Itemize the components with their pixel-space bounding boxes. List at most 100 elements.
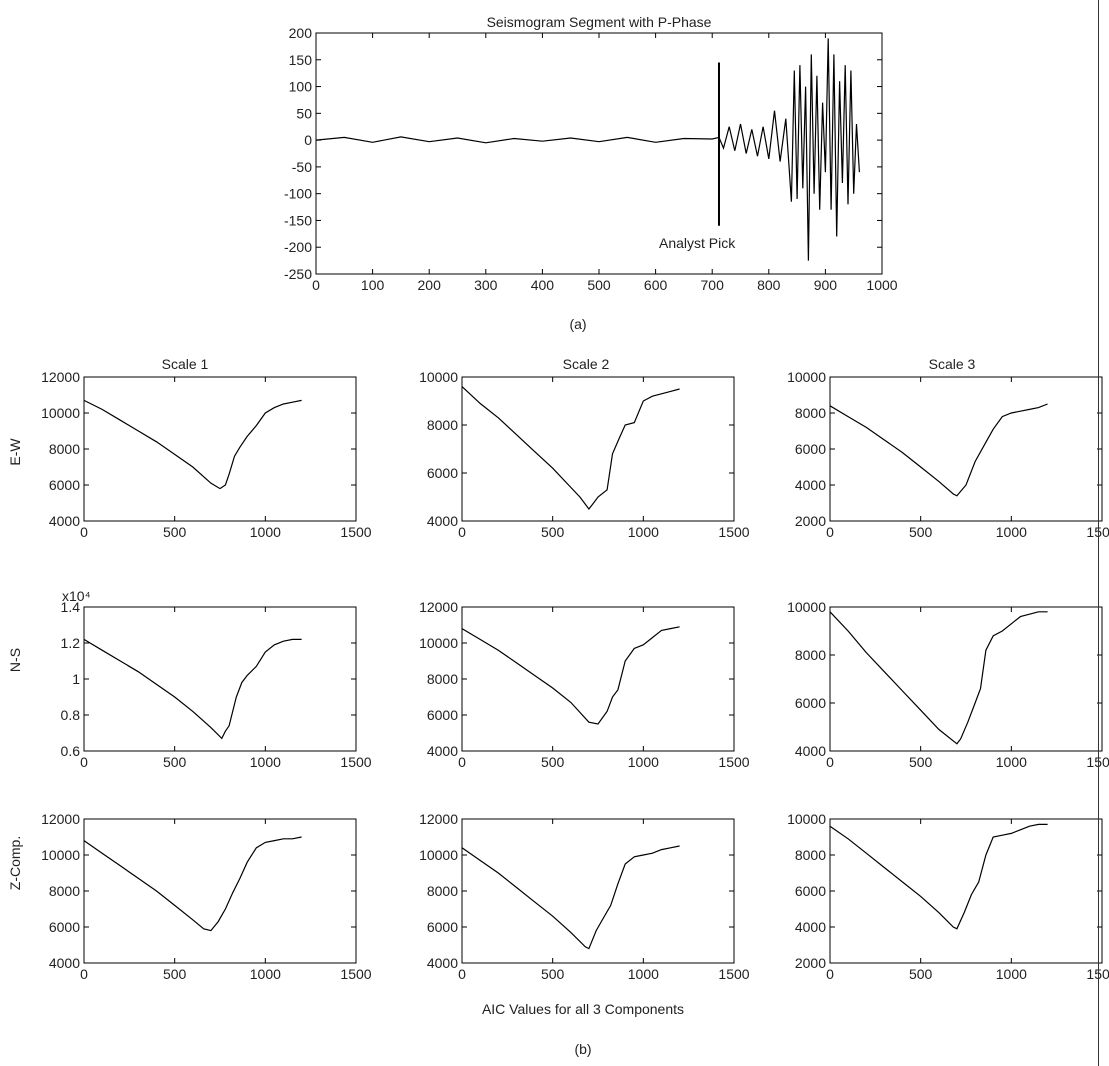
y-tick-label: 8000: [795, 405, 826, 421]
y-tick-label: 2000: [795, 955, 826, 971]
x-tick-label: 0: [458, 754, 466, 770]
x-tick-label: 1000: [996, 524, 1027, 540]
chart-seismogram: 0 100 200 300 400 500 600 700 800 900 1000-250-200…: [284, 14, 898, 293]
x-tick-label: 0: [458, 524, 466, 540]
series-line: [83, 836, 302, 932]
col-title-scale-1: Scale 1: [162, 356, 209, 372]
y-tick-label: 8000: [49, 441, 80, 457]
chart-z-scale3: 0 500 1000 1500 2000 4000 6000 8000 10000: [787, 811, 1109, 982]
y-tick-label: 0.6: [61, 743, 81, 759]
y-tick-label: 0: [304, 132, 312, 148]
x-tick-label: 500: [909, 524, 933, 540]
y-tick-label: 4000: [427, 513, 458, 529]
y-tick-label: 8000: [795, 847, 826, 863]
y-tick-label: 200: [289, 25, 313, 41]
plot-frame: [461, 818, 735, 964]
analyst-pick-label: Analyst Pick: [659, 235, 736, 251]
col-title-scale-3: Scale 3: [929, 356, 976, 372]
x-tick-label: 1500: [1086, 754, 1109, 770]
chart-ew-scale2: 0 500 1000 1500 4000 6000 8000 10000: [419, 369, 750, 540]
x-tick-label: 0: [826, 524, 834, 540]
y-tick-label: 10000: [419, 369, 458, 385]
x-tick-label: 1000: [628, 966, 659, 982]
caption-a: (a): [569, 316, 586, 332]
series-line: [315, 38, 860, 261]
chart-ew-scale1: 0 500 1000 1500 4000 6000 8000 10000 12000: [41, 369, 372, 540]
x-tick-label: 1000: [628, 524, 659, 540]
x-tick-label: 100: [361, 277, 385, 293]
x-tick-label: 1000: [866, 277, 897, 293]
y-tick-label: 8000: [427, 883, 458, 899]
chart-z-scale2: 0 500 1000 1500 4000 6000 8000 10000 12000: [419, 811, 750, 982]
x-tick-label: 1500: [718, 524, 749, 540]
y-tick-label: 150: [289, 52, 313, 68]
series-line: [461, 386, 680, 510]
chart-z-scale1: 0 500 1000 1500 4000 6000 8000 10000 12000: [41, 811, 372, 982]
x-tick-label: 600: [644, 277, 668, 293]
plot-frame: [315, 32, 883, 275]
y-tick-label: 8000: [795, 647, 826, 663]
plot-frame: [829, 376, 1103, 522]
y-tick-label: 1: [72, 671, 80, 687]
x-tick-label: 300: [474, 277, 498, 293]
x-tick-label: 500: [909, 754, 933, 770]
x-tick-label: 0: [80, 754, 88, 770]
y-tick-label: 6000: [795, 883, 826, 899]
y-tick-label: 1.4: [61, 599, 81, 615]
plot-frame: [83, 606, 357, 752]
x-tick-label: 500: [163, 966, 187, 982]
x-tick-label: 0: [80, 524, 88, 540]
x-tick-label: 1500: [340, 524, 371, 540]
y-tick-label: 10000: [787, 811, 826, 827]
y-tick-label: 10000: [787, 599, 826, 615]
y-tick-label: 0.8: [61, 707, 81, 723]
y-tick-label: 4000: [427, 743, 458, 759]
chart-ew-scale3: 0 500 1000 1500 2000 4000 6000 8000 10000: [787, 369, 1109, 540]
bottom-label: AIC Values for all 3 Components: [482, 1001, 684, 1017]
plot-frame: [461, 606, 735, 752]
chart-ns-scale3: 0 500 1000 1500 4000 6000 8000 10000: [787, 599, 1109, 770]
plot-frame: [829, 606, 1103, 752]
y-tick-label: 12000: [41, 811, 80, 827]
chart-title: Seismogram Segment with P-Phase: [487, 14, 712, 30]
y-tick-label: 8000: [427, 671, 458, 687]
x-tick-label: 500: [541, 754, 565, 770]
x-tick-label: 0: [826, 966, 834, 982]
x-tick-label: 900: [814, 277, 838, 293]
y-tick-label: 10000: [787, 369, 826, 385]
series-line: [83, 399, 302, 490]
y-multiplier-label: x10⁴: [62, 588, 91, 604]
y-tick-label: -100: [284, 186, 312, 202]
x-tick-label: 1500: [340, 754, 371, 770]
x-tick-label: 1000: [250, 754, 281, 770]
y-tick-label: 10000: [419, 635, 458, 651]
y-tick-label: 6000: [427, 465, 458, 481]
caption-b: (b): [574, 1041, 591, 1057]
y-tick-label: 6000: [49, 477, 80, 493]
x-tick-label: 500: [541, 524, 565, 540]
y-tick-label: 10000: [419, 847, 458, 863]
x-tick-label: 400: [531, 277, 555, 293]
x-tick-label: 1500: [718, 966, 749, 982]
y-tick-label: -150: [284, 212, 312, 228]
row-label-z: Z-Comp.: [7, 836, 23, 890]
y-tick-label: 4000: [49, 513, 80, 529]
series-line: [829, 403, 1048, 497]
y-tick-label: 6000: [427, 707, 458, 723]
seismogram-chart: 0 100 200 300 400 500 600 700 800 900 1000-250-200…: [284, 14, 898, 293]
x-tick-label: 1000: [628, 754, 659, 770]
x-tick-label: 1500: [1086, 966, 1109, 982]
x-tick-label: 500: [163, 524, 187, 540]
y-tick-label: 4000: [795, 743, 826, 759]
y-tick-label: 4000: [795, 477, 826, 493]
y-tick-label: 12000: [41, 369, 80, 385]
y-tick-label: 2000: [795, 513, 826, 529]
row-label-ns: N-S: [7, 648, 23, 672]
y-tick-label: 4000: [49, 955, 80, 971]
series-line: [461, 845, 680, 950]
x-tick-label: 1500: [1086, 524, 1109, 540]
x-tick-label: 1000: [250, 966, 281, 982]
x-tick-label: 0: [826, 754, 834, 770]
y-tick-label: 10000: [41, 405, 80, 421]
